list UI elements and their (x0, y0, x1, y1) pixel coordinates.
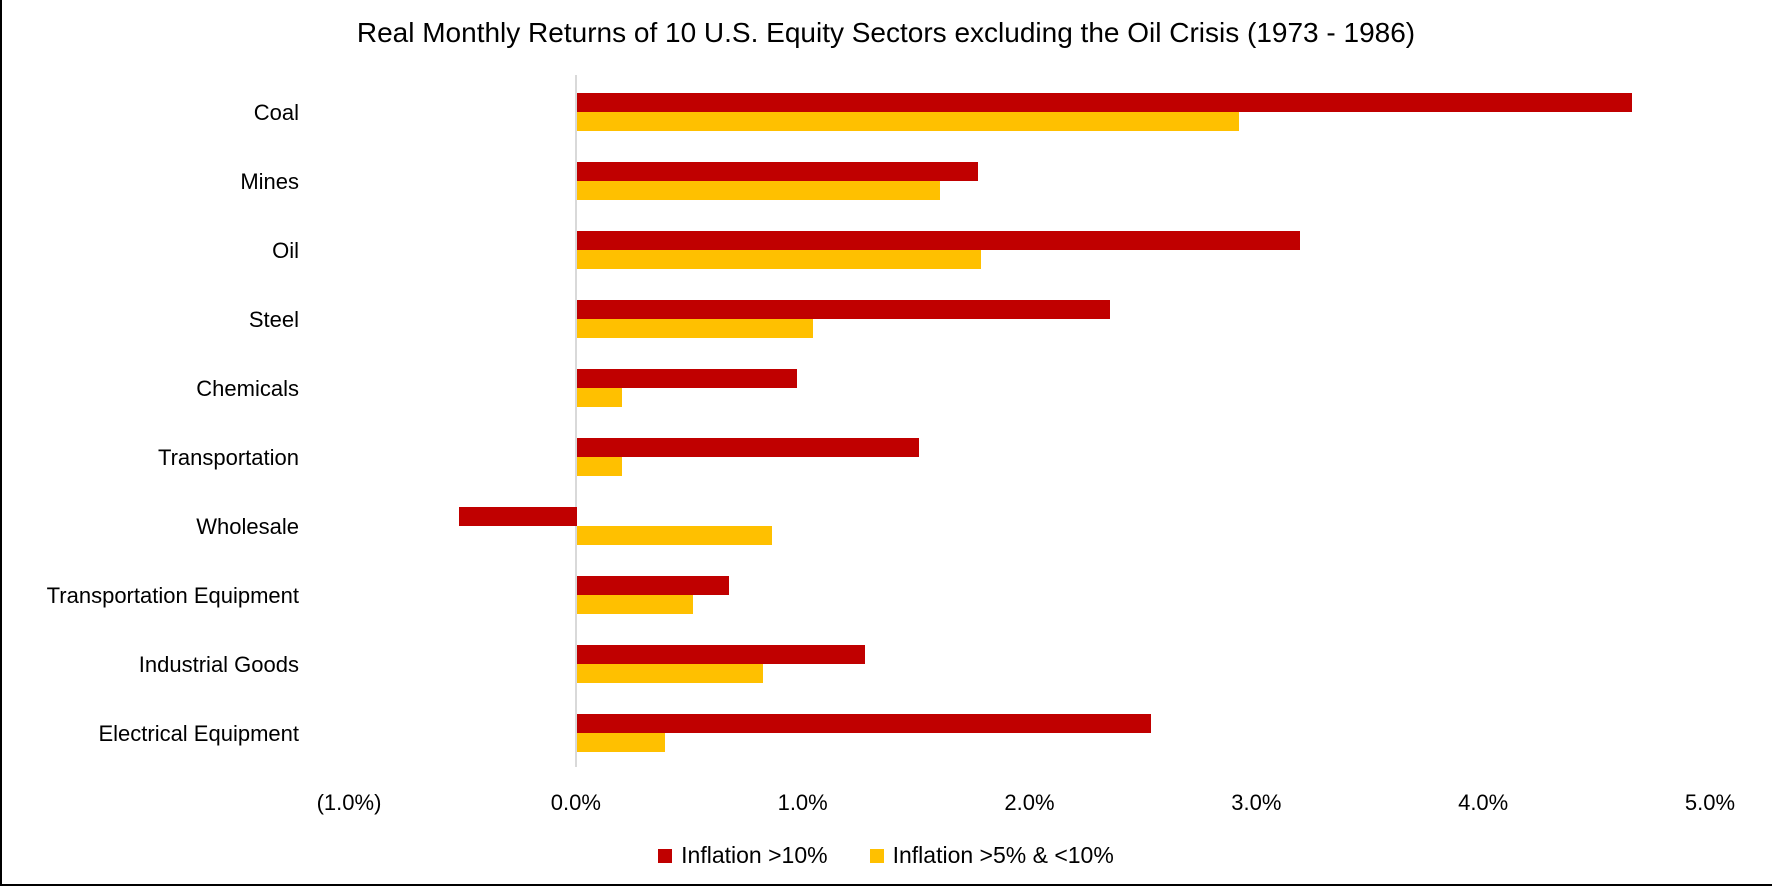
zero-axis-line (574, 75, 577, 767)
bar-inflation-10-coal (576, 93, 1632, 112)
bar-inflation-5-10-chemicals (576, 388, 623, 407)
legend-label: Inflation >5% & <10% (892, 842, 1114, 868)
chart-title: Real Monthly Returns of 10 U.S. Equity S… (356, 17, 1416, 48)
category-label-coal: Coal (253, 100, 299, 125)
category-label-industrial-goods: Industrial Goods (138, 652, 299, 677)
legend-item-inflation-10: Inflation >10% (658, 842, 828, 869)
bottom-frame-border (0, 884, 1772, 886)
legend-swatch-icon (869, 848, 884, 863)
x-tick-label-4-0: 4.0% (1458, 790, 1509, 815)
bar-inflation-5-10-wholesale (576, 526, 772, 545)
bar-inflation-5-10-oil (576, 250, 981, 269)
bar-inflation-5-10-steel (576, 319, 813, 338)
bar-inflation-5-10-coal (576, 112, 1240, 131)
x-tick-label-1-0: (1.0%) (316, 790, 382, 815)
category-label-oil: Oil (272, 238, 299, 263)
x-tick-label-3-0: 3.0% (1231, 790, 1282, 815)
category-label-transportation: Transportation (157, 445, 299, 470)
bar-inflation-10-steel (576, 300, 1110, 319)
bar-inflation-5-10-transportation-equipment (576, 595, 693, 614)
bar-inflation-10-industrial-goods (576, 645, 865, 664)
category-label-mines: Mines (240, 169, 299, 194)
bar-inflation-10-transportation (576, 438, 920, 457)
left-frame-border (0, 0, 2, 886)
category-label-electrical-equipment: Electrical Equipment (98, 721, 299, 746)
category-label-transportation-equipment: Transportation Equipment (46, 583, 299, 608)
x-tick-label-5-0: 5.0% (1684, 790, 1736, 815)
category-label-wholesale: Wholesale (196, 514, 299, 539)
bar-inflation-5-10-mines (576, 181, 940, 200)
bar-inflation-10-chemicals (576, 369, 797, 388)
bar-inflation-5-10-transportation (576, 457, 623, 476)
x-tick-label-0-0: 0.0% (550, 790, 601, 815)
bar-inflation-10-mines (576, 162, 979, 181)
legend: Inflation >10% Inflation >5% & <10% (0, 842, 1772, 869)
legend-swatch-icon (658, 848, 673, 863)
category-label-steel: Steel (248, 307, 299, 332)
bar-inflation-10-electrical-equipment (576, 714, 1151, 733)
bar-inflation-10-wholesale (458, 507, 577, 526)
legend-label: Inflation >10% (681, 842, 828, 868)
legend-item-inflation-5-10: Inflation >5% & <10% (869, 842, 1114, 869)
plot-area (349, 75, 1710, 767)
bar-inflation-5-10-electrical-equipment (576, 733, 666, 752)
x-tick-label-1-0: 1.0% (777, 790, 828, 815)
category-label-chemicals: Chemicals (196, 376, 299, 401)
x-tick-label-2-0: 2.0% (1004, 790, 1055, 815)
bar-inflation-5-10-industrial-goods (576, 664, 763, 683)
bar-inflation-10-oil (576, 231, 1301, 250)
bar-inflation-10-transportation-equipment (576, 576, 729, 595)
